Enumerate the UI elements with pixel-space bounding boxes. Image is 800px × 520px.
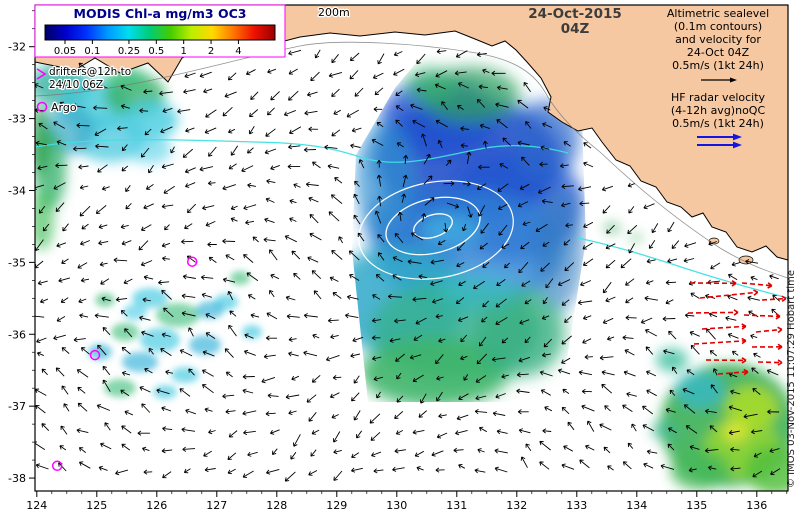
x-tick-label: 133 (566, 499, 587, 512)
sealevel-contour-line (577, 237, 788, 299)
time-label: 04Z (561, 21, 590, 37)
x-tick-label: 135 (686, 499, 707, 512)
hf-scale-arrows-icon (697, 133, 742, 149)
argo-legend-marker-icon (36, 101, 48, 113)
axes: 124 125 126 127 128 129 130 131 132 133 134 135 136-… (8, 10, 788, 512)
x-tick-label: 129 (326, 499, 347, 512)
altimetric-note-line: (0.1m contours) (674, 20, 762, 33)
altimetric-note-line: Altimetric sealevel (667, 7, 769, 20)
x-tick-label: 134 (626, 499, 647, 512)
hf-note-line: 0.5m/s (1kt 24h) (672, 117, 764, 130)
colorbar-tick-label: 1 (181, 46, 187, 57)
plot-area (35, 5, 788, 491)
argo-marker-icon (51, 460, 63, 472)
argo-marker-icon (186, 256, 198, 267)
hf-radar-vectors (687, 280, 787, 376)
x-tick-label: 136 (746, 499, 767, 512)
altimetric-note: Altimetric sealevel (0.1m contours) and … (667, 7, 769, 83)
colorbar (44, 24, 276, 41)
x-tick-label: 127 (206, 499, 227, 512)
colorbar-tick-label: 0.25 (118, 46, 140, 57)
hf-radar-note: HF radar velocity (4-12h avg)noQC 0.5m/s… (671, 91, 766, 149)
argo-label: Argo (51, 101, 77, 114)
legend-box: MODIS Chl-a mg/m3 OC3 0.05 0.1 0.25 0.5 1 2 4 (34, 4, 286, 58)
hf-note-line: HF radar velocity (671, 91, 766, 104)
sealevel-contour-line (35, 138, 569, 163)
argo-float-markers (51, 256, 198, 472)
y-tick-label: -38 (8, 472, 26, 485)
colorbar-tick-label: 4 (235, 46, 241, 57)
colorbar-tick-label: 0.1 (84, 46, 100, 57)
colorbar-tick-label: 0.05 (54, 46, 76, 57)
isobath-200m-line (35, 41, 788, 279)
y-tick-label: -32 (8, 41, 26, 54)
x-tick-label: 128 (266, 499, 287, 512)
sealevel-contours (35, 138, 788, 299)
drifter-arrow-icon (36, 68, 47, 80)
colorbar-labels: 0.05 0.1 0.25 0.5 1 2 4 (54, 40, 242, 57)
depth-label: 200m (318, 6, 350, 19)
y-tick-label: -36 (8, 328, 26, 341)
argo-legend: Argo (36, 100, 78, 115)
altimetric-note-line: 0.5m/s (1kt 24h) (672, 59, 764, 72)
legend-title: MODIS Chl-a mg/m3 OC3 (74, 6, 247, 21)
x-tick-label: 131 (446, 499, 467, 512)
eddy-contour-ring (358, 180, 514, 280)
altimetric-note-line: 24-Oct 04Z (687, 46, 750, 59)
y-tick-label: -34 (8, 184, 26, 197)
y-tick-label: -37 (8, 400, 26, 413)
x-tick-label: 130 (386, 499, 407, 512)
drifters-note-line: drifters@12h to (49, 66, 131, 78)
y-tick-label: -35 (8, 256, 26, 269)
x-tick-label: 125 (86, 499, 107, 512)
x-tick-label: 126 (146, 499, 167, 512)
copyright-vertical: © IMOS 03-Nov-2015 11:07:29 Hobart time (786, 270, 797, 488)
colorbar-tick-label: 0.5 (148, 46, 164, 57)
argo-marker-icon (89, 349, 101, 361)
hf-note-line: (4-12h avg)noQC (671, 104, 766, 117)
altimetric-scale-arrow-icon (701, 77, 737, 83)
drifters-note-line: 24/10 06Z (49, 79, 103, 91)
date-label: 24-Oct-2015 (528, 6, 622, 22)
drifters-note: drifters@12h to 24/10 06Z (36, 65, 132, 92)
altimetric-note-line: and velocity for (675, 33, 761, 46)
x-tick-label: 124 (26, 499, 47, 512)
x-tick-label: 132 (506, 499, 527, 512)
eddy-contour-ring (413, 213, 453, 239)
y-tick-label: -33 (8, 113, 26, 126)
velocity-vector-field (35, 48, 781, 482)
colorbar-tick-label: 2 (208, 46, 214, 57)
eddy-contours (358, 180, 514, 280)
